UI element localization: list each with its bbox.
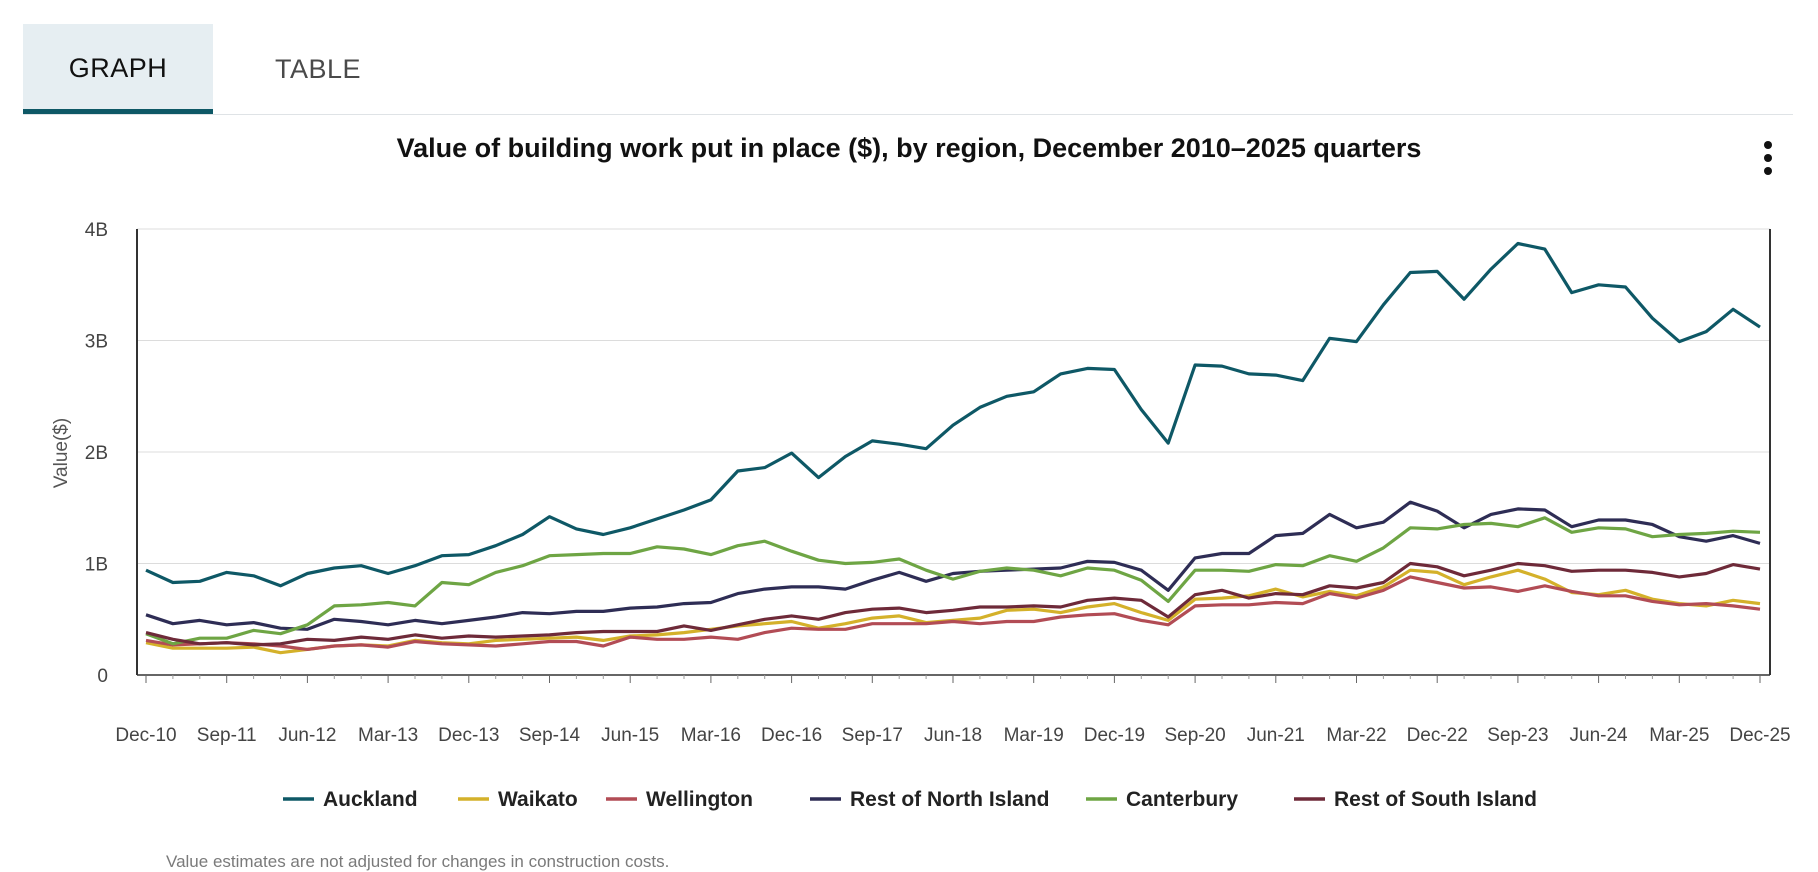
x-tick-label: Jun-18 — [924, 725, 982, 746]
legend-item-label[interactable]: Waikato — [498, 788, 578, 811]
x-tick-label: Mar-13 — [358, 725, 418, 746]
y-tick-label: 0 — [97, 666, 108, 687]
x-tick-label: Jun-12 — [278, 725, 336, 746]
chart-title: Value of building work put in place ($),… — [397, 133, 1422, 163]
x-tick-label: Sep-17 — [842, 725, 903, 746]
x-tick-label: Sep-14 — [519, 725, 581, 746]
tab-bar: GRAPH TABLE — [23, 24, 1793, 115]
x-tick-label: Mar-16 — [681, 725, 741, 746]
legend-item-label[interactable]: Auckland — [323, 788, 418, 811]
legend-item-label[interactable]: Rest of South Island — [1334, 788, 1537, 811]
x-tick-label: Jun-24 — [1570, 725, 1629, 746]
y-tick-label: 1B — [85, 555, 108, 576]
tab-graph[interactable]: GRAPH — [23, 24, 213, 114]
x-tick-label: Dec-25 — [1729, 725, 1790, 746]
chart-menu-icon[interactable] — [1753, 140, 1783, 176]
x-tick-label: Jun-15 — [601, 725, 659, 746]
legend-item-label[interactable]: Canterbury — [1126, 788, 1238, 811]
x-tick-label: Mar-19 — [1004, 725, 1064, 746]
x-tick-label: Dec-10 — [115, 725, 176, 746]
x-tick-label: Mar-22 — [1326, 725, 1386, 746]
x-tick-label: Sep-20 — [1164, 725, 1225, 746]
chart: Value of building work put in place ($),… — [51, 133, 1791, 811]
x-tick-label: Dec-16 — [761, 725, 822, 746]
y-tick-label: 2B — [85, 443, 108, 464]
x-tick-label: Jun-21 — [1247, 725, 1305, 746]
tab-table[interactable]: TABLE — [274, 54, 362, 84]
legend-item-label[interactable]: Wellington — [646, 788, 753, 811]
series-line-wellington[interactable] — [145, 575, 1761, 652]
series-line-rest-of-south-island[interactable] — [145, 561, 1761, 647]
y-axis-label: Value($) — [51, 418, 72, 488]
x-tick-label: Mar-25 — [1649, 725, 1709, 746]
y-tick-label: 4B — [85, 220, 108, 241]
footnote: Value estimates are not adjusted for cha… — [166, 852, 670, 871]
series-line-rest-of-north-island[interactable] — [145, 500, 1761, 631]
x-tick-label: Dec-19 — [1084, 725, 1145, 746]
x-tick-label: Sep-11 — [197, 725, 257, 746]
x-tick-label: Dec-13 — [438, 725, 499, 746]
x-tick-label: Dec-22 — [1407, 725, 1468, 746]
series-line-auckland[interactable] — [145, 241, 1761, 588]
legend-item-label[interactable]: Rest of North Island — [850, 788, 1050, 811]
x-tick-label: Sep-23 — [1487, 725, 1548, 746]
series-line-canterbury[interactable] — [145, 516, 1761, 646]
y-tick-label: 3B — [85, 332, 108, 353]
